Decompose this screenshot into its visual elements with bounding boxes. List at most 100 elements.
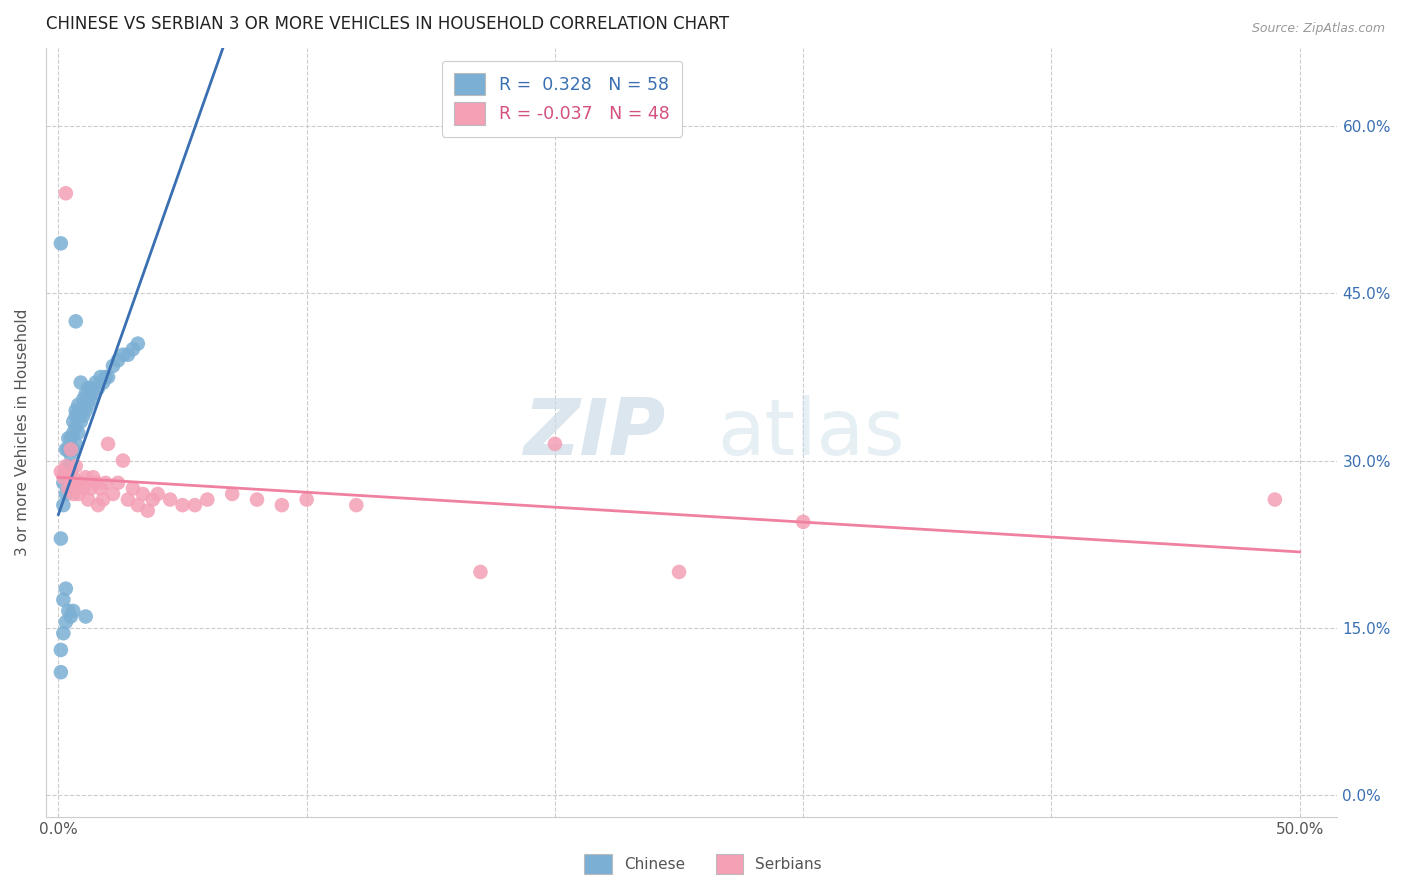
Point bbox=[221, 487, 243, 501]
Point bbox=[107, 353, 129, 368]
Point bbox=[295, 492, 318, 507]
Point bbox=[55, 186, 77, 201]
Point bbox=[65, 314, 87, 328]
Point bbox=[65, 409, 87, 423]
Point bbox=[52, 592, 75, 607]
Text: Source: ZipAtlas.com: Source: ZipAtlas.com bbox=[1251, 22, 1385, 36]
Point bbox=[84, 475, 107, 490]
Point bbox=[79, 482, 101, 496]
Point bbox=[97, 370, 120, 384]
Point bbox=[69, 403, 91, 417]
Point bbox=[111, 348, 134, 362]
Point bbox=[75, 470, 97, 484]
Point bbox=[79, 392, 101, 407]
Point bbox=[65, 437, 87, 451]
Point bbox=[58, 604, 80, 618]
Point bbox=[344, 498, 367, 512]
Point bbox=[55, 582, 77, 596]
Point bbox=[55, 459, 77, 474]
Point bbox=[1264, 492, 1286, 507]
Point bbox=[72, 409, 94, 423]
Point bbox=[97, 437, 120, 451]
Point bbox=[49, 236, 72, 251]
Point bbox=[75, 386, 97, 401]
Point bbox=[77, 398, 100, 412]
Point bbox=[77, 492, 100, 507]
Point bbox=[87, 381, 110, 395]
Point bbox=[270, 498, 292, 512]
Point bbox=[67, 425, 90, 440]
Point bbox=[159, 492, 181, 507]
Point bbox=[77, 381, 100, 395]
Y-axis label: 3 or more Vehicles in Household: 3 or more Vehicles in Household bbox=[15, 309, 30, 557]
Point bbox=[107, 475, 129, 490]
Point bbox=[94, 370, 117, 384]
Point bbox=[195, 492, 218, 507]
Point bbox=[136, 504, 159, 518]
Point bbox=[55, 465, 77, 479]
Point bbox=[127, 498, 149, 512]
Point bbox=[127, 336, 149, 351]
Point bbox=[59, 448, 82, 462]
Point bbox=[67, 409, 90, 423]
Point bbox=[49, 465, 72, 479]
Point bbox=[58, 459, 80, 474]
Point bbox=[67, 398, 90, 412]
Point bbox=[49, 643, 72, 657]
Point bbox=[58, 431, 80, 445]
Point bbox=[101, 487, 124, 501]
Point bbox=[67, 487, 90, 501]
Point bbox=[49, 532, 72, 546]
Point bbox=[172, 498, 194, 512]
Point bbox=[49, 665, 72, 680]
Point bbox=[52, 475, 75, 490]
Point bbox=[72, 392, 94, 407]
Point bbox=[792, 515, 814, 529]
Point bbox=[69, 376, 91, 390]
Point bbox=[59, 609, 82, 624]
Point bbox=[90, 370, 112, 384]
Point bbox=[69, 415, 91, 429]
Point bbox=[62, 487, 84, 501]
Point bbox=[58, 442, 80, 457]
Point bbox=[59, 470, 82, 484]
Point bbox=[52, 498, 75, 512]
Text: atlas: atlas bbox=[717, 395, 905, 471]
Point bbox=[84, 376, 107, 390]
Point bbox=[90, 482, 112, 496]
Point bbox=[79, 381, 101, 395]
Point bbox=[58, 482, 80, 496]
Point bbox=[65, 475, 87, 490]
Point bbox=[111, 453, 134, 467]
Point bbox=[62, 470, 84, 484]
Point bbox=[121, 482, 143, 496]
Point bbox=[470, 565, 492, 579]
Point bbox=[62, 442, 84, 457]
Point bbox=[91, 376, 114, 390]
Point bbox=[59, 465, 82, 479]
Point bbox=[91, 492, 114, 507]
Text: CHINESE VS SERBIAN 3 OR MORE VEHICLES IN HOUSEHOLD CORRELATION CHART: CHINESE VS SERBIAN 3 OR MORE VEHICLES IN… bbox=[46, 15, 730, 33]
Point bbox=[55, 487, 77, 501]
Point bbox=[544, 437, 567, 451]
Legend: Chinese, Serbians: Chinese, Serbians bbox=[578, 848, 828, 880]
Text: ZIP: ZIP bbox=[523, 395, 665, 471]
Point bbox=[62, 604, 84, 618]
Point bbox=[246, 492, 269, 507]
Point bbox=[101, 359, 124, 373]
Point bbox=[82, 386, 104, 401]
Point bbox=[55, 615, 77, 629]
Point bbox=[184, 498, 207, 512]
Point bbox=[52, 470, 75, 484]
Point bbox=[59, 431, 82, 445]
Point bbox=[82, 470, 104, 484]
Point bbox=[121, 342, 143, 356]
Point bbox=[55, 442, 77, 457]
Legend: R =  0.328   N = 58, R = -0.037   N = 48: R = 0.328 N = 58, R = -0.037 N = 48 bbox=[441, 61, 682, 136]
Point bbox=[65, 403, 87, 417]
Point bbox=[668, 565, 690, 579]
Point bbox=[52, 626, 75, 640]
Point bbox=[146, 487, 169, 501]
Point bbox=[69, 475, 91, 490]
Point bbox=[132, 487, 155, 501]
